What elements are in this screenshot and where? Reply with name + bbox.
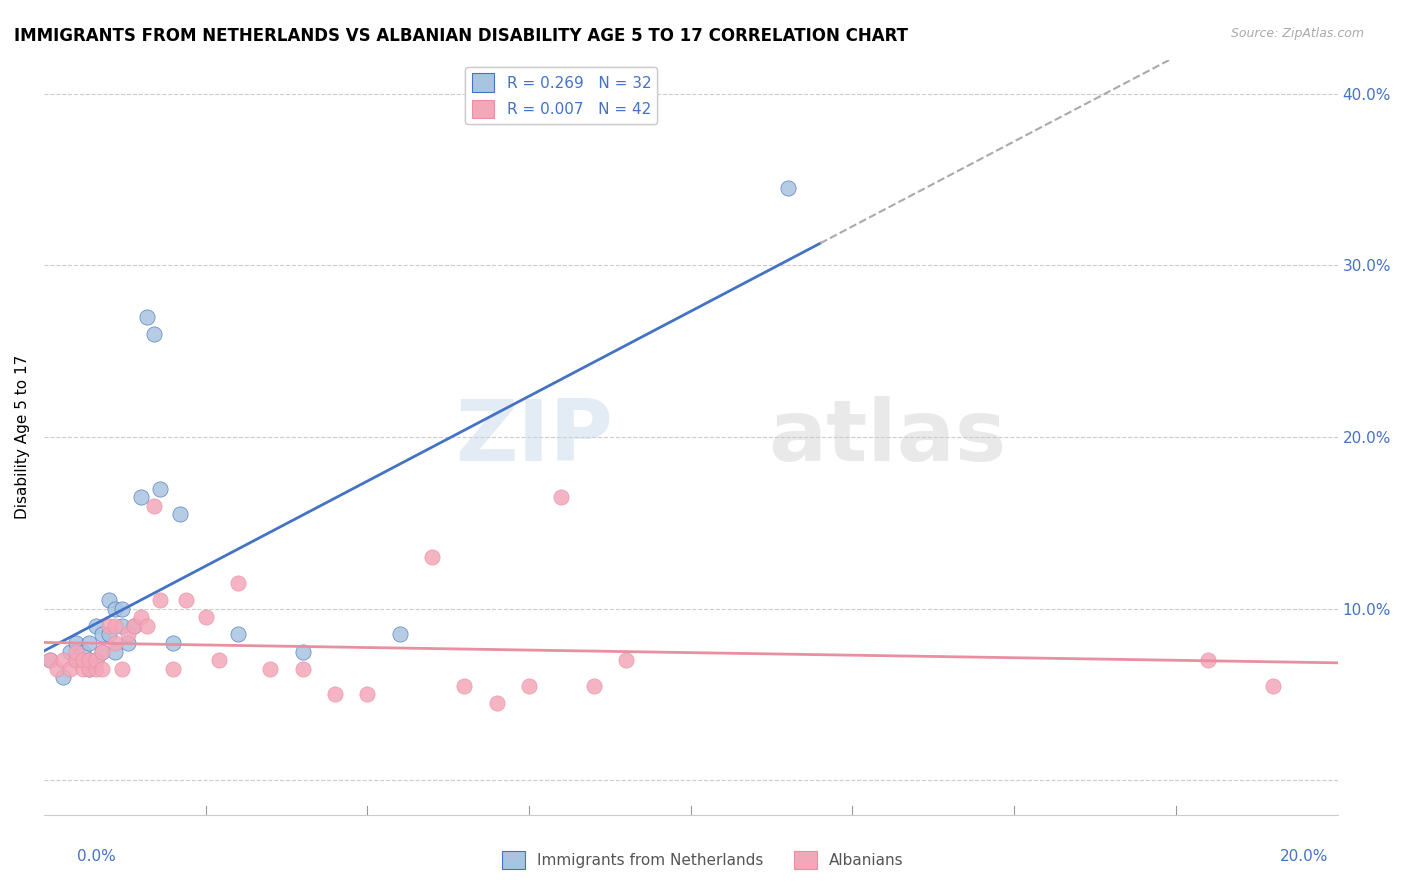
Text: Source: ZipAtlas.com: Source: ZipAtlas.com xyxy=(1230,27,1364,40)
Point xyxy=(485,696,508,710)
Point xyxy=(77,653,100,667)
Point xyxy=(142,327,165,342)
Point xyxy=(614,653,637,667)
Point xyxy=(129,610,152,624)
Point xyxy=(259,662,281,676)
Point xyxy=(65,653,87,667)
Point xyxy=(104,619,127,633)
Point xyxy=(117,636,139,650)
Point xyxy=(84,653,107,667)
Point xyxy=(72,653,94,667)
Point xyxy=(453,679,475,693)
Text: 20.0%: 20.0% xyxy=(1281,849,1329,863)
Point xyxy=(84,653,107,667)
Point xyxy=(194,610,217,624)
Point xyxy=(323,688,346,702)
Point xyxy=(149,593,172,607)
Text: IMMIGRANTS FROM NETHERLANDS VS ALBANIAN DISABILITY AGE 5 TO 17 CORRELATION CHART: IMMIGRANTS FROM NETHERLANDS VS ALBANIAN … xyxy=(14,27,908,45)
Point xyxy=(59,644,82,658)
Point xyxy=(104,644,127,658)
Point xyxy=(356,688,378,702)
Point xyxy=(226,576,249,591)
Point xyxy=(169,508,191,522)
Legend: R = 0.269   N = 32, R = 0.007   N = 42: R = 0.269 N = 32, R = 0.007 N = 42 xyxy=(465,67,658,124)
Text: atlas: atlas xyxy=(769,395,1007,479)
Point xyxy=(226,627,249,641)
Point xyxy=(97,627,120,641)
Point xyxy=(97,593,120,607)
Point xyxy=(84,662,107,676)
Point xyxy=(110,619,132,633)
Point xyxy=(124,619,146,633)
Point xyxy=(65,653,87,667)
Text: ZIP: ZIP xyxy=(456,395,613,479)
Text: 0.0%: 0.0% xyxy=(77,849,117,863)
Point xyxy=(420,550,443,565)
Point xyxy=(72,644,94,658)
Point xyxy=(776,181,799,195)
Point xyxy=(174,593,197,607)
Point xyxy=(77,636,100,650)
Point xyxy=(39,653,62,667)
Point xyxy=(388,627,411,641)
Point xyxy=(110,662,132,676)
Point xyxy=(77,653,100,667)
Point xyxy=(84,619,107,633)
Point xyxy=(517,679,540,693)
Point xyxy=(91,644,114,658)
Y-axis label: Disability Age 5 to 17: Disability Age 5 to 17 xyxy=(15,355,30,519)
Point xyxy=(1197,653,1219,667)
Point xyxy=(149,482,172,496)
Point xyxy=(59,662,82,676)
Point xyxy=(1261,679,1284,693)
Point xyxy=(77,662,100,676)
Point xyxy=(52,670,75,684)
Point xyxy=(65,644,87,658)
Point xyxy=(65,636,87,650)
Point xyxy=(104,636,127,650)
Point xyxy=(77,662,100,676)
Point xyxy=(45,662,67,676)
Point xyxy=(162,662,184,676)
Point xyxy=(117,627,139,641)
Point xyxy=(291,662,314,676)
Legend: Immigrants from Netherlands, Albanians: Immigrants from Netherlands, Albanians xyxy=(496,845,910,875)
Point xyxy=(104,601,127,615)
Point xyxy=(162,636,184,650)
Point xyxy=(110,601,132,615)
Point xyxy=(582,679,605,693)
Point xyxy=(129,490,152,504)
Point xyxy=(91,627,114,641)
Point xyxy=(39,653,62,667)
Point xyxy=(97,619,120,633)
Point xyxy=(142,499,165,513)
Point xyxy=(291,644,314,658)
Point xyxy=(52,653,75,667)
Point xyxy=(91,644,114,658)
Point xyxy=(91,662,114,676)
Point xyxy=(72,662,94,676)
Point xyxy=(136,619,159,633)
Point xyxy=(72,653,94,667)
Point xyxy=(207,653,229,667)
Point xyxy=(124,619,146,633)
Point xyxy=(550,490,572,504)
Point xyxy=(136,310,159,324)
